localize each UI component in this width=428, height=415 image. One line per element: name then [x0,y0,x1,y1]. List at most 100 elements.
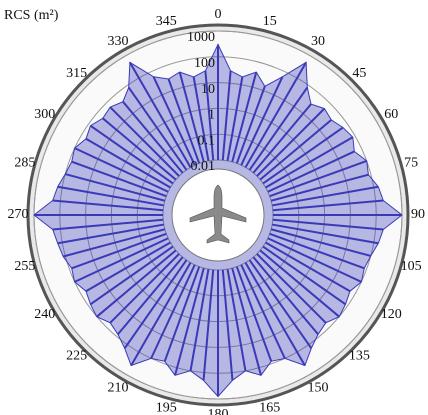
rcs-spike [178,71,205,163]
theta-tick-label: 90 [411,207,425,222]
rcs-spike [272,218,384,231]
theta-tick-label: 330 [108,34,129,49]
rcs-spike [127,86,188,171]
rcs-spike [262,126,344,185]
theta-tick-label: 270 [8,207,29,222]
rcs-spike [129,61,192,168]
rcs-spike [167,78,201,164]
rcs-spike [252,256,319,335]
theta-tick-label: 315 [66,66,87,81]
r-tick-label: 0.01 [191,159,216,174]
rcs-spike [244,61,307,168]
rcs-spike [52,218,164,231]
rcs-spike [267,150,355,193]
rcs-spike [152,76,196,166]
theta-tick-label: 15 [263,14,277,29]
rcs-spike [57,185,165,207]
rcs-spike [204,70,215,161]
rcs-spike [174,267,205,376]
rcs-spike [259,119,332,181]
rcs-spike [123,259,188,349]
rcs-spike [109,106,180,177]
theta-tick-label: 135 [349,349,370,364]
theta-tick-label: 210 [108,380,129,395]
r-tick-label: 1 [208,108,215,123]
theta-tick-label: 60 [384,107,398,122]
rcs-spike [270,228,372,257]
r-tick-label: 100 [194,56,215,71]
rcs-spike [231,71,258,163]
theta-tick-label: 240 [34,307,55,322]
rcs-spike [226,268,247,371]
theta-tick-label: 300 [34,107,55,122]
theta-tick-label: 30 [311,34,325,49]
rcs-spike [262,245,347,306]
rcs-spike [226,76,244,162]
rcs-spike [52,199,164,212]
rcs-spike [117,256,184,335]
rcs-spike [89,124,174,185]
rcs-spike [240,76,284,166]
rcs-spike [130,262,192,366]
rcs-spike [231,267,262,376]
rcs-spike [221,269,234,381]
theta-tick-label: 180 [208,407,229,415]
rcs-spike [248,86,309,171]
rcs-spike [221,70,232,161]
theta-tick-label: 75 [404,155,418,170]
rcs-spike [85,241,171,293]
rcs-spike [271,223,379,245]
rcs-spike [235,85,266,164]
theta-tick-label: 285 [14,155,35,170]
rcs-spike [71,160,167,198]
theta-tick-label: 105 [401,259,422,274]
theta-tick-label: 195 [156,400,177,415]
rcs-spike [248,259,313,349]
rcs-spike [269,159,368,198]
theta-tick-label: 345 [156,14,177,29]
rcs-spike [102,117,177,181]
rcs-spike [62,228,166,258]
rcs-spike [235,266,273,362]
rcs-spike [89,245,174,306]
rcs-spike [267,237,362,283]
theta-tick-label: 165 [259,400,280,415]
radial-axis-label: RCS (m²) [4,8,59,23]
rcs-spike [64,173,166,202]
airplane-icon [189,184,247,244]
rcs-spike [269,232,365,270]
rcs-spike [252,103,312,174]
rcs-spike [85,137,171,189]
rcs-spike [122,101,184,174]
rcs-spike [240,264,286,359]
rcs-spike [271,185,379,207]
rcs-spike [74,147,169,193]
rcs-spike [244,262,306,366]
rcs-spike [256,253,327,324]
r-tick-label: 1000 [187,30,215,45]
rcs-spike [265,241,351,293]
rcs-spike [74,237,169,283]
rcs-spike [256,107,326,177]
rcs-spike [270,173,369,202]
rcs-spike [163,266,201,362]
rcs-spike [57,223,165,245]
r-tick-label: 10 [201,82,215,97]
theta-tick-label: 225 [66,349,87,364]
theta-tick-label: 255 [14,259,35,274]
rcs-spike [96,249,177,318]
theta-tick-label: 45 [352,66,366,81]
rcs-spike [71,232,167,270]
rcs-spike [109,253,180,324]
rcs-spike [189,268,210,371]
theta-tick-label: 0 [215,7,222,22]
theta-tick-label: 120 [381,307,402,322]
rcs-spike [202,269,215,381]
rcs-spike [150,264,196,359]
theta-tick-label: 150 [308,380,329,395]
rcs-spike [272,199,384,212]
rcs-spike [259,249,340,318]
rcs-spike [265,136,354,189]
r-tick-label: 0.1 [198,133,216,148]
